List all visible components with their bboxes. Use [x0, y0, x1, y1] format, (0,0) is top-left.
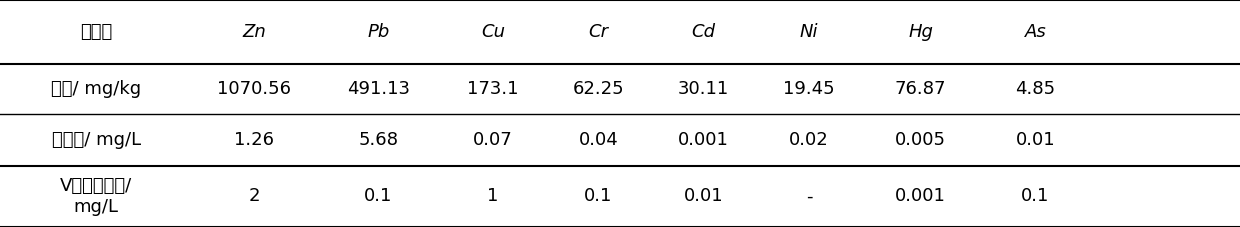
Text: 0.001: 0.001	[895, 187, 946, 205]
Text: V类水体标准/
mg/L: V类水体标准/ mg/L	[60, 177, 133, 216]
Text: 173.1: 173.1	[467, 79, 518, 98]
Text: 0.001: 0.001	[678, 131, 729, 149]
Text: Ni: Ni	[800, 23, 818, 41]
Text: 1: 1	[487, 187, 498, 205]
Text: 76.87: 76.87	[895, 79, 946, 98]
Text: 1070.56: 1070.56	[217, 79, 291, 98]
Text: 491.13: 491.13	[347, 79, 409, 98]
Text: Pb: Pb	[367, 23, 389, 41]
Text: 19.45: 19.45	[784, 79, 835, 98]
Text: Zn: Zn	[242, 23, 267, 41]
Text: Cr: Cr	[588, 23, 609, 41]
Text: As: As	[1024, 23, 1047, 41]
Text: Hg: Hg	[908, 23, 934, 41]
Text: 0.01: 0.01	[684, 187, 723, 205]
Text: 0.1: 0.1	[1022, 187, 1049, 205]
Text: 含量/ mg/kg: 含量/ mg/kg	[51, 79, 141, 98]
Text: 0.01: 0.01	[1016, 131, 1055, 149]
Text: 0.02: 0.02	[789, 131, 830, 149]
Text: 0.1: 0.1	[365, 187, 392, 205]
Text: 4.85: 4.85	[1016, 79, 1055, 98]
Text: 0.04: 0.04	[578, 131, 619, 149]
Text: 0.07: 0.07	[472, 131, 513, 149]
Text: 62.25: 62.25	[573, 79, 624, 98]
Text: 2: 2	[248, 187, 260, 205]
Text: 1.26: 1.26	[234, 131, 274, 149]
Text: 30.11: 30.11	[678, 79, 729, 98]
Text: -: -	[806, 187, 812, 205]
Text: Cu: Cu	[481, 23, 505, 41]
Text: 5.68: 5.68	[358, 131, 398, 149]
Text: 浸出量/ mg/L: 浸出量/ mg/L	[52, 131, 140, 149]
Text: 0.1: 0.1	[584, 187, 613, 205]
Text: Cd: Cd	[692, 23, 715, 41]
Text: 重金属: 重金属	[79, 23, 113, 41]
Text: 0.005: 0.005	[895, 131, 946, 149]
